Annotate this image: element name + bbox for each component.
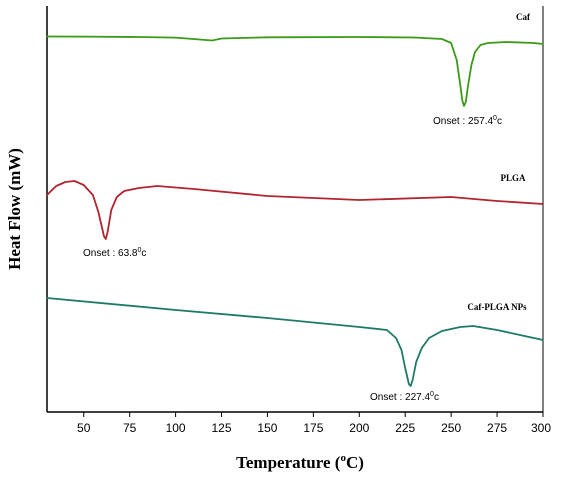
- series-layer: [46, 35, 544, 387]
- x-tick-label: 175: [303, 421, 323, 435]
- x-tick-label: 100: [166, 421, 186, 435]
- x-tick-label: 250: [441, 421, 461, 435]
- y-axis-title: Heat Flow (mW): [5, 148, 24, 270]
- x-tick-label: 200: [349, 421, 369, 435]
- x-axis-title-tail: C): [346, 453, 364, 472]
- onset-annotation: Onset : 227.40c: [370, 391, 439, 403]
- x-ticks: 50 75 100 125 150 175 200 225 250 275 300: [77, 412, 551, 435]
- series-name-label: Caf-PLGA NPs: [467, 302, 527, 312]
- onset-annotation: Onset : 257.40c: [433, 115, 502, 127]
- x-axis-title-main: Temperature (: [236, 453, 341, 472]
- x-tick-label: 75: [123, 421, 137, 435]
- onset-prefix: Onset : 227.4: [370, 392, 430, 403]
- x-tick-label: 50: [77, 421, 91, 435]
- x-tick-label: 225: [395, 421, 415, 435]
- series-line-3: [46, 297, 544, 387]
- x-tick-label: 275: [487, 421, 507, 435]
- onset-sup: 0: [137, 247, 141, 254]
- onset-sup: 0: [493, 115, 497, 122]
- series-line-2: [46, 180, 544, 240]
- onset-suffix: c: [497, 116, 502, 127]
- onset-prefix: Onset : 63.8: [83, 248, 138, 259]
- x-tick-label: 125: [212, 421, 232, 435]
- x-tick-label: 150: [257, 421, 277, 435]
- series-name-label: Caf: [516, 12, 531, 22]
- onset-suffix: c: [141, 248, 146, 259]
- series-line-1: [46, 35, 544, 107]
- onset-prefix: Onset : 257.4: [433, 116, 493, 127]
- onset-sup: 0: [430, 391, 434, 398]
- onset-suffix: c: [434, 392, 439, 403]
- onset-annotation: Onset : 63.80c: [83, 247, 146, 259]
- series-name-label: PLGA: [500, 173, 526, 183]
- x-axis-title: Temperature (oC): [236, 452, 364, 472]
- x-tick-label: 300: [531, 421, 551, 435]
- x-axis-title-sup: o: [340, 452, 346, 464]
